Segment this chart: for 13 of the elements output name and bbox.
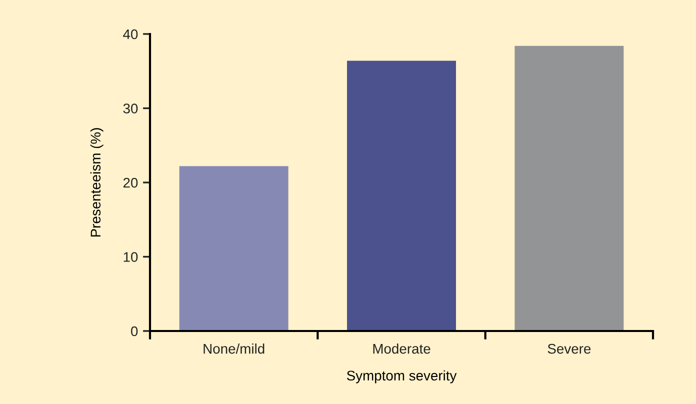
y-tick-label: 0: [131, 326, 138, 336]
x-axis-title: Symptom severity: [346, 370, 457, 384]
bar: [347, 60, 456, 331]
x-tick-label: Severe: [548, 344, 591, 354]
y-tick-label: 30: [123, 104, 138, 114]
bar: [179, 166, 288, 331]
y-tick-label: 10: [124, 252, 138, 262]
y-tick-label: 40: [123, 29, 138, 40]
bar: [514, 46, 624, 331]
x-tick-label: None/mild: [204, 344, 264, 354]
y-tick-label: 20: [123, 178, 138, 188]
y-axis-title: Presenteeism (%): [90, 128, 104, 237]
x-tick-label: Moderate: [373, 344, 430, 354]
